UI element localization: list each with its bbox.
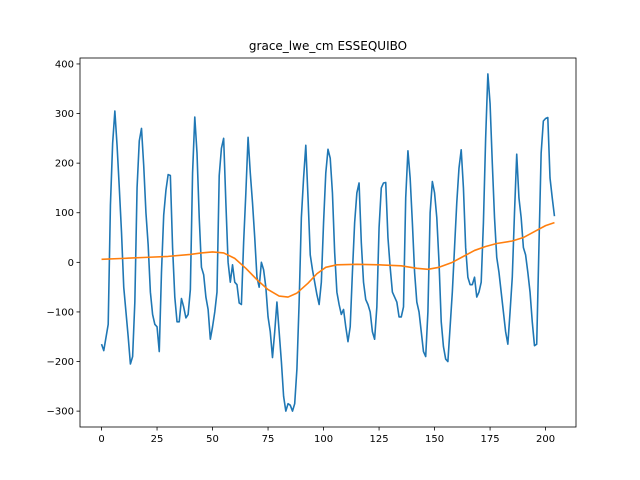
axes-layer: 0 25 50 75 100 125 150 175 200 −300 −200 −100 0 100 20… bbox=[47, 59, 556, 445]
y-tick-label: 0 bbox=[68, 258, 74, 269]
x-tick-label: 125 bbox=[370, 434, 389, 445]
y-tick-label: −100 bbox=[47, 307, 74, 318]
chart-title: grace_lwe_cm ESSEQUIBO bbox=[249, 39, 407, 53]
y-tick-label: −300 bbox=[47, 407, 74, 418]
y-tick-label: −200 bbox=[47, 357, 74, 368]
x-tick-label: 150 bbox=[425, 434, 444, 445]
x-tick-label: 200 bbox=[536, 434, 555, 445]
y-tick-label: 200 bbox=[55, 159, 74, 170]
x-tick-label: 0 bbox=[98, 434, 104, 445]
x-tick-label: 50 bbox=[206, 434, 219, 445]
y-tick-label: 100 bbox=[55, 208, 74, 219]
y-tick-label: 300 bbox=[55, 109, 74, 120]
x-tick-label: 75 bbox=[262, 434, 275, 445]
x-tick-label: 100 bbox=[314, 434, 333, 445]
series-line-1 bbox=[100, 73, 556, 412]
x-tick-label: 175 bbox=[481, 434, 500, 445]
y-tick-label: 400 bbox=[55, 59, 74, 70]
series-layer bbox=[100, 73, 556, 412]
plot-frame bbox=[79, 57, 577, 428]
series-line-2 bbox=[101, 221, 555, 298]
x-tick-label: 25 bbox=[151, 434, 164, 445]
